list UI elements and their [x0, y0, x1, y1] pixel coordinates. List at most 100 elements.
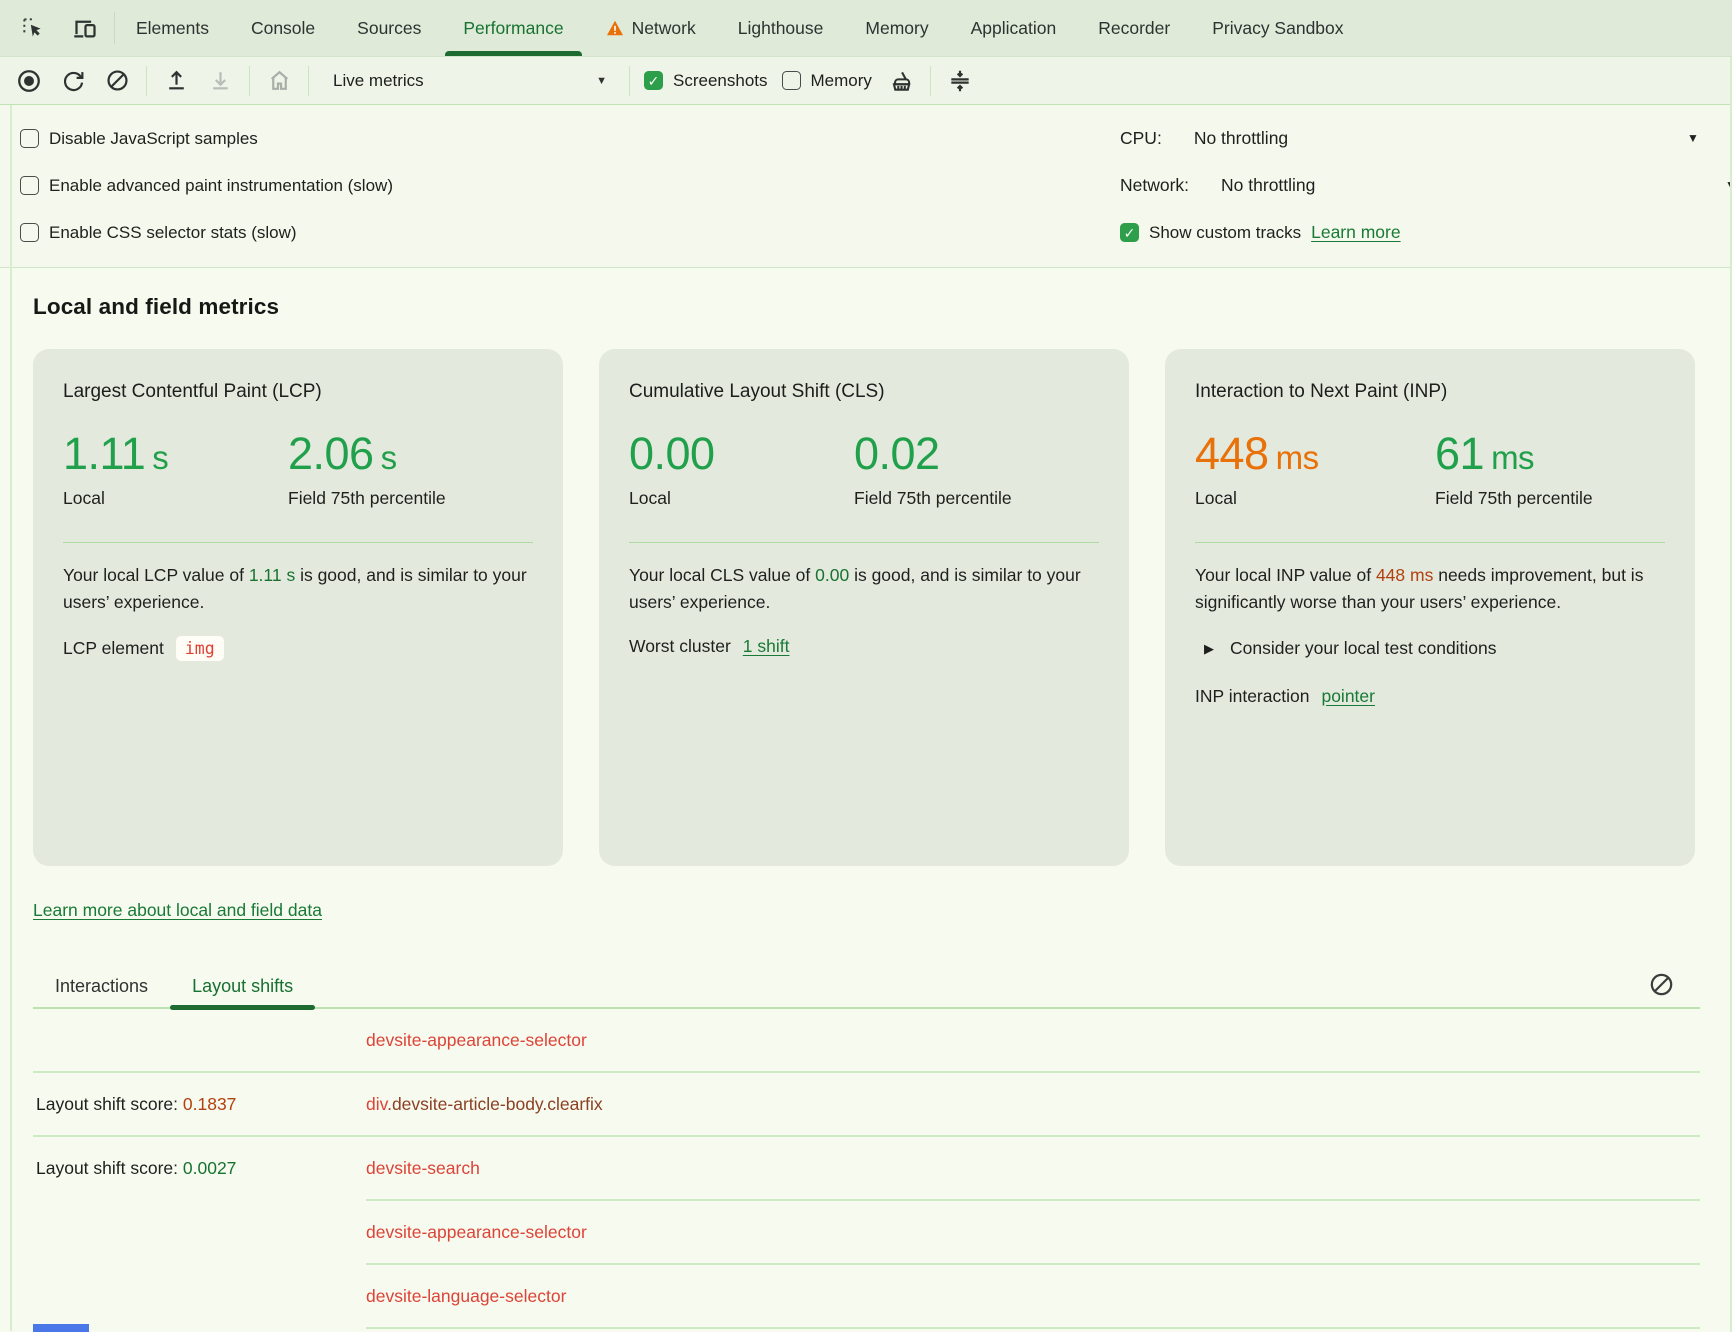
tab-sources[interactable]: Sources: [336, 0, 442, 56]
clear-log-icon[interactable]: [1646, 969, 1676, 999]
node-link[interactable]: devsite-search: [366, 1158, 480, 1179]
tab-recorder[interactable]: Recorder: [1077, 0, 1191, 56]
history-select[interactable]: Live metrics ▼: [323, 64, 615, 98]
score-cell: Layout shift score: 0.1837: [33, 1094, 366, 1115]
cls-card: Cumulative Layout Shift (CLS) 0.00 Local…: [599, 349, 1129, 866]
tab-privacy-sandbox[interactable]: Privacy Sandbox: [1191, 0, 1364, 56]
unit: ms: [1491, 439, 1534, 476]
tab-performance[interactable]: Performance: [442, 0, 584, 56]
tab-network[interactable]: Network: [585, 0, 717, 56]
cls-field-value: 0.02: [854, 430, 1014, 477]
tab-lighthouse[interactable]: Lighthouse: [717, 0, 845, 56]
tab-label: Memory: [865, 18, 928, 39]
reload-and-record-button[interactable]: [58, 66, 88, 96]
local-label: Local: [629, 486, 854, 511]
lcp-description: Your local LCP value of 1.11 s is good, …: [63, 562, 533, 617]
chevron-down-icon: ▼: [596, 75, 607, 87]
layout-shift-row[interactable]: devsite-appearance-selector: [33, 1201, 1700, 1263]
memory-label: Memory: [811, 71, 872, 91]
desc-text: Your local LCP value of: [63, 565, 249, 585]
disable-js-samples-checkbox[interactable]: Disable JavaScript samples: [20, 115, 393, 162]
cpu-throttling-select[interactable]: No throttling: [1194, 128, 1288, 149]
screenshots-checkbox[interactable]: ✓ Screenshots: [644, 71, 768, 91]
checkbox-unchecked-icon[interactable]: [20, 176, 39, 195]
clear-button[interactable]: [102, 66, 132, 96]
home-icon[interactable]: [264, 66, 294, 96]
checkbox-checked-icon[interactable]: ✓: [644, 71, 663, 90]
tab-application[interactable]: Application: [950, 0, 1078, 56]
tab-label: Layout shifts: [192, 976, 293, 997]
cls-description: Your local CLS value of 0.00 is good, an…: [629, 562, 1099, 617]
warning-icon: [606, 20, 624, 36]
tab-memory[interactable]: Memory: [844, 0, 949, 56]
inp-field-value: 61ms: [1435, 430, 1595, 477]
load-profile-icon[interactable]: [161, 66, 191, 96]
memory-checkbox[interactable]: Memory: [782, 71, 872, 91]
lcp-element-node-link[interactable]: img: [176, 636, 224, 661]
tab-console[interactable]: Console: [230, 0, 336, 56]
layout-shift-row[interactable]: devsite-appearance-selector: [33, 1009, 1700, 1071]
tab-label: Interactions: [55, 976, 148, 997]
unit: s: [152, 439, 168, 476]
node-tag: div: [366, 1094, 387, 1114]
tab-interactions[interactable]: Interactions: [33, 965, 170, 1007]
cls-card-title: Cumulative Layout Shift (CLS): [629, 381, 1099, 403]
cpu-label: CPU:: [1120, 128, 1162, 149]
inp-interaction-label: INP interaction: [1195, 686, 1309, 707]
device-toolbar-icon[interactable]: [70, 13, 100, 43]
card-divider: [629, 542, 1099, 543]
node-classes: .devsite-article-body.clearfix: [387, 1094, 603, 1114]
value: 0.00: [629, 428, 715, 479]
cls-local-value: 0.00: [629, 430, 854, 477]
checkbox-unchecked-icon[interactable]: [782, 71, 801, 90]
value: 1.11: [63, 428, 145, 479]
node-link[interactable]: devsite-appearance-selector: [366, 1222, 587, 1243]
checkbox-unchecked-icon[interactable]: [20, 129, 39, 148]
worst-cluster-link[interactable]: 1 shift: [743, 636, 790, 657]
layout-shifts-list: devsite-appearance-selector Layout shift…: [33, 1009, 1700, 1332]
inp-card: Interaction to Next Paint (INP) 448ms Lo…: [1165, 349, 1695, 866]
desc-value: 1.11 s: [249, 565, 295, 585]
tab-label: Elements: [136, 18, 209, 39]
layout-shift-row[interactable]: Layout shift score: 0.1837 div.devsite-a…: [33, 1073, 1700, 1135]
unit: s: [381, 439, 397, 476]
chevron-down-icon[interactable]: ▼: [1687, 131, 1699, 145]
advanced-paint-checkbox[interactable]: Enable advanced paint instrumentation (s…: [20, 162, 393, 209]
node-link[interactable]: devsite-appearance-selector: [366, 1030, 587, 1051]
field-label: Field 75th percentile: [1435, 486, 1595, 511]
inp-interaction-link[interactable]: pointer: [1321, 686, 1375, 707]
layout-shift-row[interactable]: Layout shift score: 0.0027 devsite-searc…: [33, 1137, 1700, 1199]
toolbar-separator: [308, 66, 309, 96]
network-throttling-select[interactable]: No throttling: [1221, 175, 1315, 196]
lcp-card-title: Largest Contentful Paint (LCP): [63, 381, 533, 403]
blue-strip: [33, 1324, 89, 1332]
local-test-conditions-disclosure[interactable]: ▶ Consider your local test conditions: [1195, 638, 1665, 659]
node-link[interactable]: devsite-language-selector: [366, 1286, 566, 1307]
inp-local-value: 448ms: [1195, 430, 1435, 477]
tab-label: Network: [632, 18, 696, 39]
history-select-value: Live metrics: [333, 71, 424, 91]
garbage-collect-icon[interactable]: [886, 66, 916, 96]
desc-text: Your local INP value of: [1195, 565, 1376, 585]
tab-layout-shifts[interactable]: Layout shifts: [170, 965, 315, 1007]
checkbox-checked-icon[interactable]: ✓: [1120, 223, 1139, 242]
css-selector-stats-checkbox[interactable]: Enable CSS selector stats (slow): [20, 209, 393, 256]
learn-more-field-data-link[interactable]: Learn more about local and field data: [33, 900, 322, 921]
save-profile-icon[interactable]: [205, 66, 235, 96]
score-value: 0.0027: [183, 1158, 237, 1178]
toolbar-separator: [249, 66, 250, 96]
triangle-right-icon: ▶: [1204, 641, 1214, 657]
node-link[interactable]: div.devsite-article-body.clearfix: [366, 1094, 603, 1115]
score-cell: Layout shift score: 0.0027: [33, 1158, 366, 1179]
inspect-element-icon[interactable]: [18, 13, 48, 43]
show-custom-tracks-checkbox[interactable]: ✓ Show custom tracks: [1120, 223, 1301, 243]
cpu-throttling-row: CPU: No throttling ▼: [1120, 115, 1732, 162]
live-metrics-view: Local and field metrics Largest Contentf…: [0, 268, 1732, 1332]
local-label: Local: [63, 486, 288, 511]
tab-elements[interactable]: Elements: [115, 0, 230, 56]
record-button[interactable]: [14, 66, 44, 96]
collapse-icon[interactable]: [945, 66, 975, 96]
custom-tracks-learn-more-link[interactable]: Learn more: [1311, 222, 1401, 243]
layout-shift-row[interactable]: devsite-language-selector: [33, 1265, 1700, 1327]
checkbox-unchecked-icon[interactable]: [20, 223, 39, 242]
